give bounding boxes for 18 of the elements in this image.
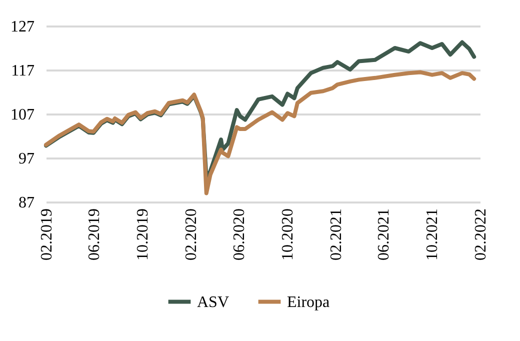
x-tick-label: 06.2021 [375,208,392,260]
y-tick-label: 127 [10,18,34,36]
x-tick-label: 02.2019 [38,208,56,260]
x-tick-label: 02.2022 [472,208,490,260]
y-tick-label: 87 [18,194,34,212]
x-tick-label: 02.2020 [183,208,200,260]
y-tick-label: 97 [18,150,34,168]
x-tick-label: 10.2021 [424,208,441,260]
legend-label: Eiropa [287,294,330,311]
x-tick-label: 02.2021 [328,208,345,260]
x-tick-label: 06.2019 [86,208,104,260]
y-tick-label: 107 [10,106,34,124]
y-tick-label: 117 [11,62,34,80]
x-tick-label: 06.2020 [230,208,248,260]
legend-label: ASV [197,294,230,311]
x-tick-label: 10.2019 [134,208,152,260]
line-series [44,70,476,196]
x-tick-label: 10.2020 [279,208,296,260]
